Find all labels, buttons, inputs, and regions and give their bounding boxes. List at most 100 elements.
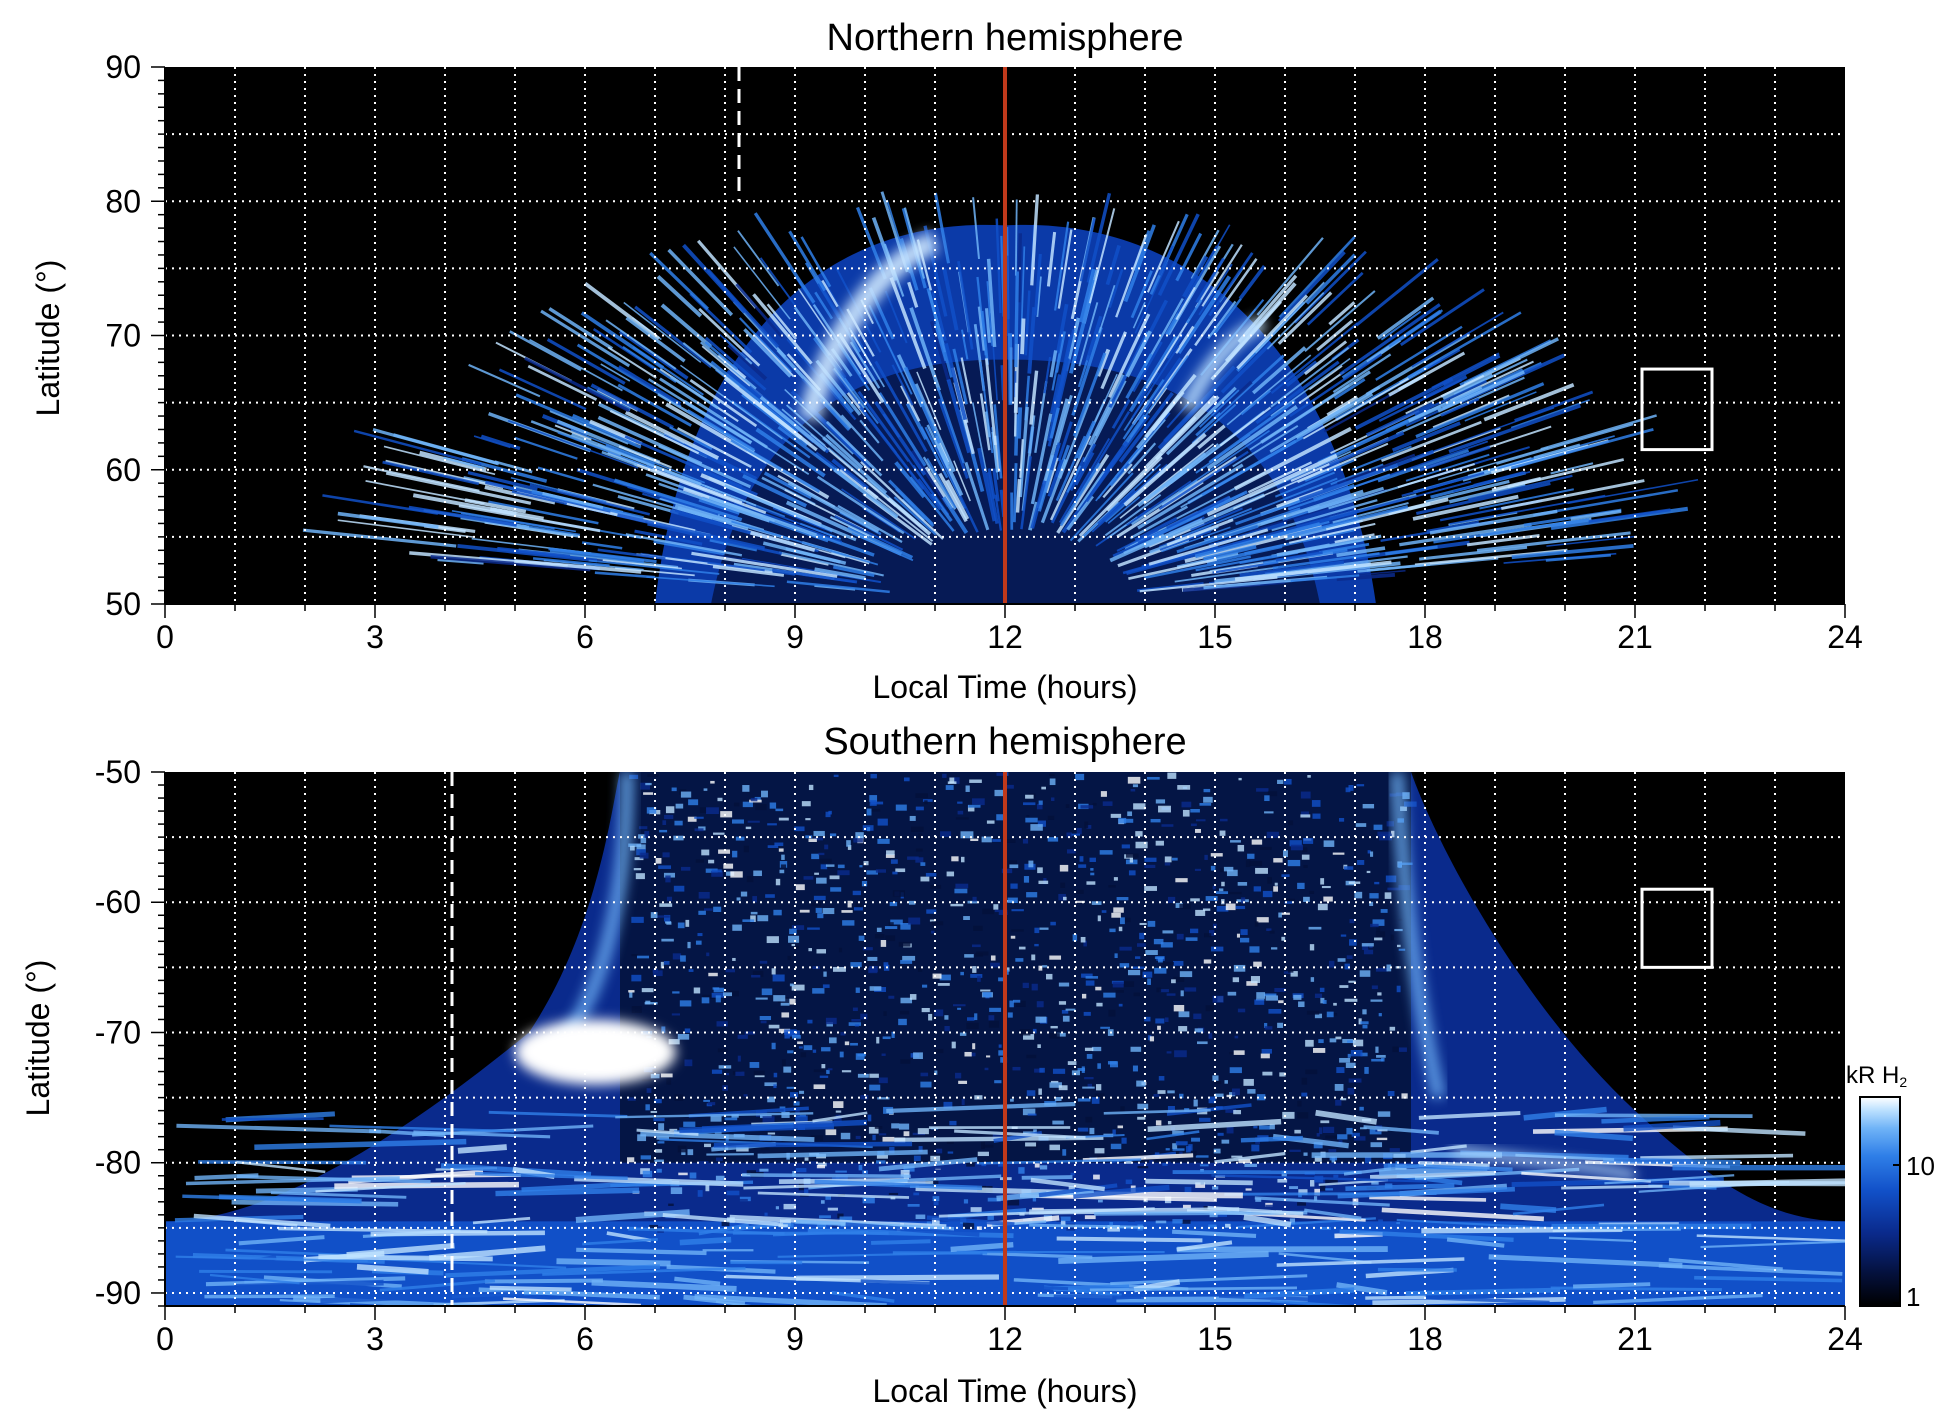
emission-speckle — [1125, 1179, 1133, 1185]
emission-speckle — [1274, 987, 1286, 992]
emission-streak — [1330, 463, 1384, 486]
emission-speckle — [1023, 802, 1036, 806]
emission-speckle — [767, 1096, 775, 1103]
emission-streak — [1554, 1129, 1633, 1142]
emission-streak — [679, 364, 783, 440]
emission-streak — [236, 1174, 431, 1184]
emission-speckle — [827, 1068, 833, 1071]
emission-streak — [851, 532, 914, 562]
emission-speckle — [1294, 1129, 1301, 1134]
emission-streak — [1089, 1286, 1298, 1292]
emission-speckle — [687, 1149, 694, 1156]
emission-streak — [1012, 463, 1018, 523]
emission-streak — [1132, 301, 1146, 329]
emission-speckle — [850, 1042, 858, 1046]
x-tick-label: 21 — [1617, 1321, 1653, 1357]
emission-speckle — [989, 1007, 1002, 1012]
emission-streak — [1030, 413, 1053, 505]
emission-streak — [737, 230, 780, 287]
emission-streak — [910, 449, 950, 508]
emission-streak — [938, 472, 968, 523]
emission-streak — [1123, 432, 1207, 507]
emission-speckle — [1139, 932, 1145, 940]
emission-speckle — [1071, 833, 1081, 836]
emission-streak — [624, 410, 720, 460]
emission-speckle — [824, 844, 829, 850]
emission-speckle — [653, 1118, 665, 1122]
emission-speckle — [950, 903, 964, 907]
emission-speckle — [631, 974, 642, 982]
emission-streak — [1399, 288, 1485, 347]
emission-streak — [602, 559, 682, 570]
colorbar-label-subscript: 2 — [1899, 1074, 1907, 1090]
emission-streak — [1287, 473, 1391, 511]
emission-speckle — [838, 947, 843, 953]
south-dusk-curtain — [1390, 772, 1446, 1100]
emission-speckle — [959, 1032, 967, 1036]
emission-streak — [991, 431, 999, 473]
emission-speckle — [1289, 1218, 1296, 1225]
emission-streak — [1027, 307, 1037, 374]
emission-speckle — [1049, 778, 1056, 786]
emission-speckle — [1155, 799, 1166, 804]
emission-speckle — [779, 861, 788, 868]
emission-speckle — [801, 801, 811, 807]
emission-speckle — [928, 1013, 933, 1021]
emission-speckle — [1273, 886, 1279, 892]
emission-streak — [819, 397, 851, 431]
emission-streak — [926, 1215, 1015, 1227]
emission-speckle — [934, 1070, 938, 1075]
emission-speckle — [1094, 1093, 1105, 1100]
emission-speckle — [1210, 946, 1224, 952]
emission-streak — [574, 1175, 744, 1187]
emission-speckle — [658, 865, 672, 869]
emission-speckle — [1264, 1026, 1273, 1030]
emission-speckle — [1289, 1186, 1299, 1190]
emission-speckle — [984, 1067, 989, 1071]
emission-speckle — [932, 973, 942, 979]
emission-speckle — [1269, 930, 1275, 934]
emission-speckle — [1199, 1164, 1209, 1167]
emission-speckle — [1133, 992, 1140, 997]
y-tick-label: -60 — [95, 884, 141, 920]
emission-streak — [1100, 331, 1128, 390]
emission-speckle — [851, 1018, 861, 1022]
emission-speckle — [885, 854, 895, 858]
emission-speckle — [1108, 1009, 1116, 1017]
emission-speckle — [675, 803, 684, 809]
emission-speckle — [855, 902, 863, 909]
emission-speckle — [990, 955, 996, 961]
emission-speckle — [652, 968, 658, 973]
emission-streak — [1110, 1274, 1308, 1286]
emission-streak — [205, 1276, 406, 1287]
emission-speckle — [1062, 1015, 1070, 1022]
emission-speckle — [1359, 1106, 1364, 1111]
emission-streak — [1123, 533, 1165, 555]
emission-speckle — [1171, 857, 1178, 861]
emission-streak — [1380, 420, 1482, 463]
emission-streak — [467, 470, 538, 491]
south-panel: Southern hemisphere 0 3 6 9 12 15 18 21 24-50-60… — [20, 721, 1863, 1409]
emission-streak — [594, 571, 655, 579]
emission-speckle — [947, 1151, 954, 1154]
emission-speckle — [822, 984, 830, 988]
emission-speckle — [871, 801, 884, 805]
emission-speckle — [631, 1006, 642, 1013]
x-tick-label: 0 — [156, 619, 174, 655]
emission-streak — [753, 399, 818, 452]
emission-streak — [1668, 1257, 1783, 1272]
emission-speckle — [721, 1221, 730, 1227]
emission-speckle — [1144, 857, 1157, 862]
emission-streak — [1440, 397, 1480, 417]
emission-speckle — [832, 966, 846, 972]
emission-speckle — [839, 1051, 844, 1058]
emission-streak — [1252, 346, 1307, 395]
emission-speckle — [868, 808, 881, 812]
emission-streak — [302, 528, 457, 548]
emission-speckle — [750, 915, 756, 922]
emission-speckle — [937, 983, 950, 986]
emission-streak — [1206, 453, 1338, 517]
south-bright-spot — [515, 1019, 676, 1085]
emission-speckle — [1336, 1067, 1345, 1074]
emission-speckle — [708, 972, 718, 977]
